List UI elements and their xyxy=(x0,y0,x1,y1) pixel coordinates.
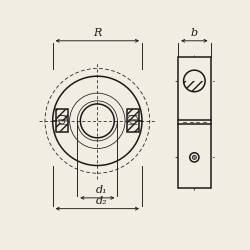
Bar xyxy=(56,109,68,132)
Text: d₂: d₂ xyxy=(95,196,107,205)
Circle shape xyxy=(190,153,199,162)
Bar xyxy=(56,109,68,132)
Wedge shape xyxy=(59,121,65,124)
Bar xyxy=(126,109,139,132)
Circle shape xyxy=(192,155,196,160)
Text: b: b xyxy=(191,28,198,38)
Circle shape xyxy=(184,70,205,92)
Bar xyxy=(126,109,139,132)
Wedge shape xyxy=(127,115,138,121)
Text: R: R xyxy=(93,28,102,38)
Text: d₁: d₁ xyxy=(95,185,107,195)
Wedge shape xyxy=(130,121,136,124)
Bar xyxy=(178,57,210,188)
Wedge shape xyxy=(56,115,68,121)
